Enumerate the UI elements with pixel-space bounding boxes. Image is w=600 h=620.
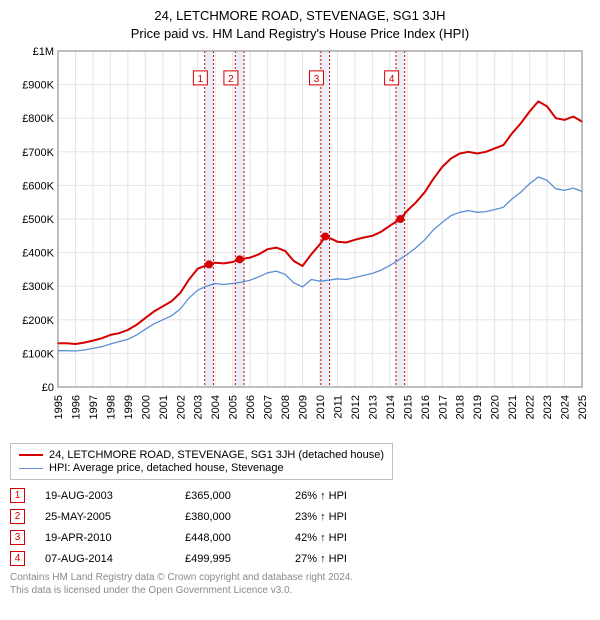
credit-line-1: Contains HM Land Registry data © Crown c…: [10, 572, 590, 585]
x-tick-label: 2024: [560, 395, 572, 419]
transaction-row: 4 07-AUG-2014£499,99527% ↑ HPI: [10, 551, 590, 566]
x-tick-label: 2019: [472, 395, 484, 419]
y-tick-label: £300K: [22, 281, 54, 293]
transaction-date: 19-AUG-2003: [45, 490, 185, 502]
transaction-date: 19-APR-2010: [45, 532, 185, 544]
x-tick-label: 1997: [88, 395, 100, 419]
credit-text: Contains HM Land Registry data © Crown c…: [10, 572, 590, 597]
legend: 24, LETCHMORE ROAD, STEVENAGE, SG1 3JH (…: [10, 443, 393, 480]
x-tick-label: 1996: [70, 395, 82, 419]
x-tick-label: 2013: [367, 395, 379, 419]
transaction-date: 25-MAY-2005: [45, 511, 185, 523]
transaction-row: 1 19-AUG-2003£365,00026% ↑ HPI: [10, 488, 590, 503]
band-label: 1: [198, 74, 204, 85]
chart-svg: 1 2 3 4 £0 £100K £200K £300K £400K £500K £600K £700…: [10, 47, 590, 441]
legend-label: 24, LETCHMORE ROAD, STEVENAGE, SG1 3JH (…: [49, 449, 384, 461]
legend-row: 24, LETCHMORE ROAD, STEVENAGE, SG1 3JH (…: [19, 449, 384, 461]
x-tick-label: 2022: [525, 395, 537, 419]
transaction-pct: 27% ↑ HPI: [295, 553, 355, 565]
x-tick-label: 2023: [542, 395, 554, 419]
y-tick-label: £700K: [22, 147, 54, 159]
x-tick-label: 2009: [298, 395, 310, 419]
x-tick-label: 2006: [245, 395, 257, 419]
transaction-price: £499,995: [185, 553, 295, 565]
transaction-row: 3 19-APR-2010£448,00042% ↑ HPI: [10, 530, 590, 545]
y-tick-label: £0: [42, 382, 54, 394]
x-tick-label: 2000: [140, 395, 152, 419]
legend-swatch: [19, 454, 43, 456]
x-tick-label: 2021: [507, 395, 519, 419]
credit-line-2: This data is licensed under the Open Gov…: [10, 585, 590, 598]
y-tick-label: £900K: [22, 80, 54, 92]
transaction-price: £448,000: [185, 532, 295, 544]
band-label: 2: [228, 74, 234, 85]
x-tick-label: 2011: [332, 395, 344, 419]
x-tick-label: 2010: [315, 395, 327, 419]
transaction-pct: 26% ↑ HPI: [295, 490, 355, 502]
transactions-table: 1 19-AUG-2003£365,00026% ↑ HPI 2 25-MAY-200…: [10, 488, 590, 566]
transaction-badge: 3: [10, 530, 25, 545]
y-tick-label: £500K: [22, 214, 54, 226]
y-tick-label: £400K: [22, 248, 54, 260]
x-tick-label: 2001: [158, 395, 170, 419]
legend-swatch: [19, 468, 43, 469]
legend-row: HPI: Average price, detached house, Stev…: [19, 462, 384, 474]
chart-card: 24, LETCHMORE ROAD, STEVENAGE, SG1 3JH P…: [0, 0, 600, 620]
y-tick-label: £1M: [33, 47, 54, 58]
page-subtitle: Price paid vs. HM Land Registry's House …: [10, 26, 590, 41]
x-tick-label: 2020: [490, 395, 502, 419]
x-tick-label: 2002: [175, 395, 187, 419]
x-tick-label: 2004: [210, 395, 222, 419]
x-tick-label: 2005: [228, 395, 240, 419]
y-tick-label: £200K: [22, 315, 54, 327]
x-tick-label: 2007: [263, 395, 275, 419]
x-tick-label: 2018: [455, 395, 467, 419]
y-tick-label: £800K: [22, 113, 54, 125]
transaction-pct: 42% ↑ HPI: [295, 532, 355, 544]
page-title: 24, LETCHMORE ROAD, STEVENAGE, SG1 3JH: [10, 8, 590, 23]
band-label: 3: [314, 74, 320, 85]
transaction-badge: 4: [10, 551, 25, 566]
x-tick-label: 2014: [385, 395, 397, 419]
y-tick-label: £100K: [22, 348, 54, 360]
x-tick-label: 2003: [193, 395, 205, 419]
price-chart: 1 2 3 4 £0 £100K £200K £300K £400K £500K £600K £700…: [10, 47, 590, 441]
transaction-price: £365,000: [185, 490, 295, 502]
x-tick-label: 2008: [280, 395, 292, 419]
x-tick-label: 2017: [437, 395, 449, 419]
transaction-pct: 23% ↑ HPI: [295, 511, 355, 523]
x-tick-label: 2025: [577, 395, 589, 419]
transaction-date: 07-AUG-2014: [45, 553, 185, 565]
transaction-badge: 1: [10, 488, 25, 503]
transaction-row: 2 25-MAY-2005£380,00023% ↑ HPI: [10, 509, 590, 524]
band-label: 4: [389, 74, 395, 85]
x-tick-label: 2012: [350, 395, 362, 419]
x-tick-label: 2016: [420, 395, 432, 419]
legend-label: HPI: Average price, detached house, Stev…: [49, 462, 284, 474]
x-tick-label: 1998: [105, 395, 117, 419]
x-tick-label: 1995: [53, 395, 65, 419]
x-tick-label: 1999: [123, 395, 135, 419]
transaction-price: £380,000: [185, 511, 295, 523]
x-tick-label: 2015: [402, 395, 414, 419]
y-tick-label: £600K: [22, 180, 54, 192]
transaction-badge: 2: [10, 509, 25, 524]
